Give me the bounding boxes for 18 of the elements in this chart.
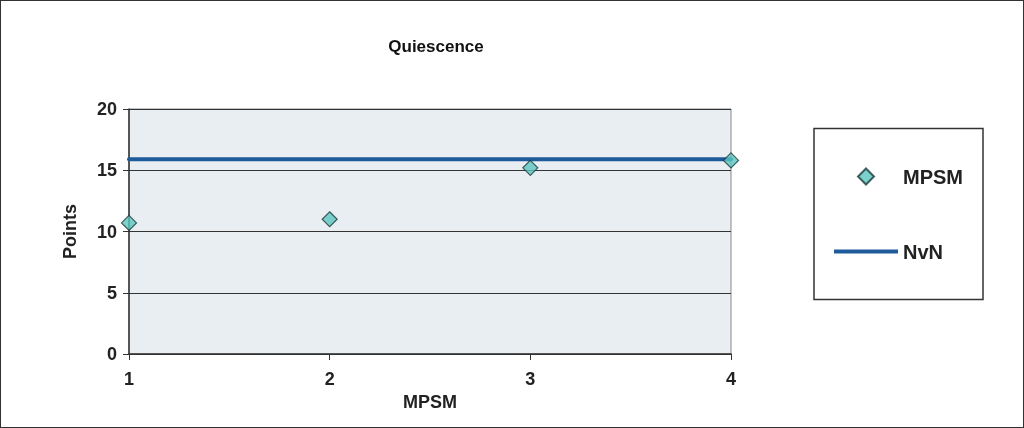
x-axis-title: MPSM: [403, 391, 457, 412]
point: [722, 152, 740, 169]
y-tick-label: 20: [96, 99, 117, 119]
x-tick-label: 1: [123, 369, 135, 389]
y-tick-label: 5: [106, 282, 117, 303]
legend-label: MPSM: [903, 165, 963, 188]
chart-title: Quiescence: [388, 37, 484, 56]
x-tick-label: 2: [324, 369, 335, 389]
y-tick-label: 10: [96, 221, 117, 242]
y-tick-label: 0: [106, 344, 117, 364]
legend-label: NvN: [903, 240, 944, 263]
point: [120, 214, 138, 232]
point: [522, 159, 539, 176]
x-tick-label: 3: [525, 369, 536, 389]
point: [321, 211, 338, 228]
y-tick-label: 15: [96, 160, 117, 181]
y-axis-title: Points: [60, 203, 80, 260]
x-tick-label: 4: [725, 369, 737, 389]
